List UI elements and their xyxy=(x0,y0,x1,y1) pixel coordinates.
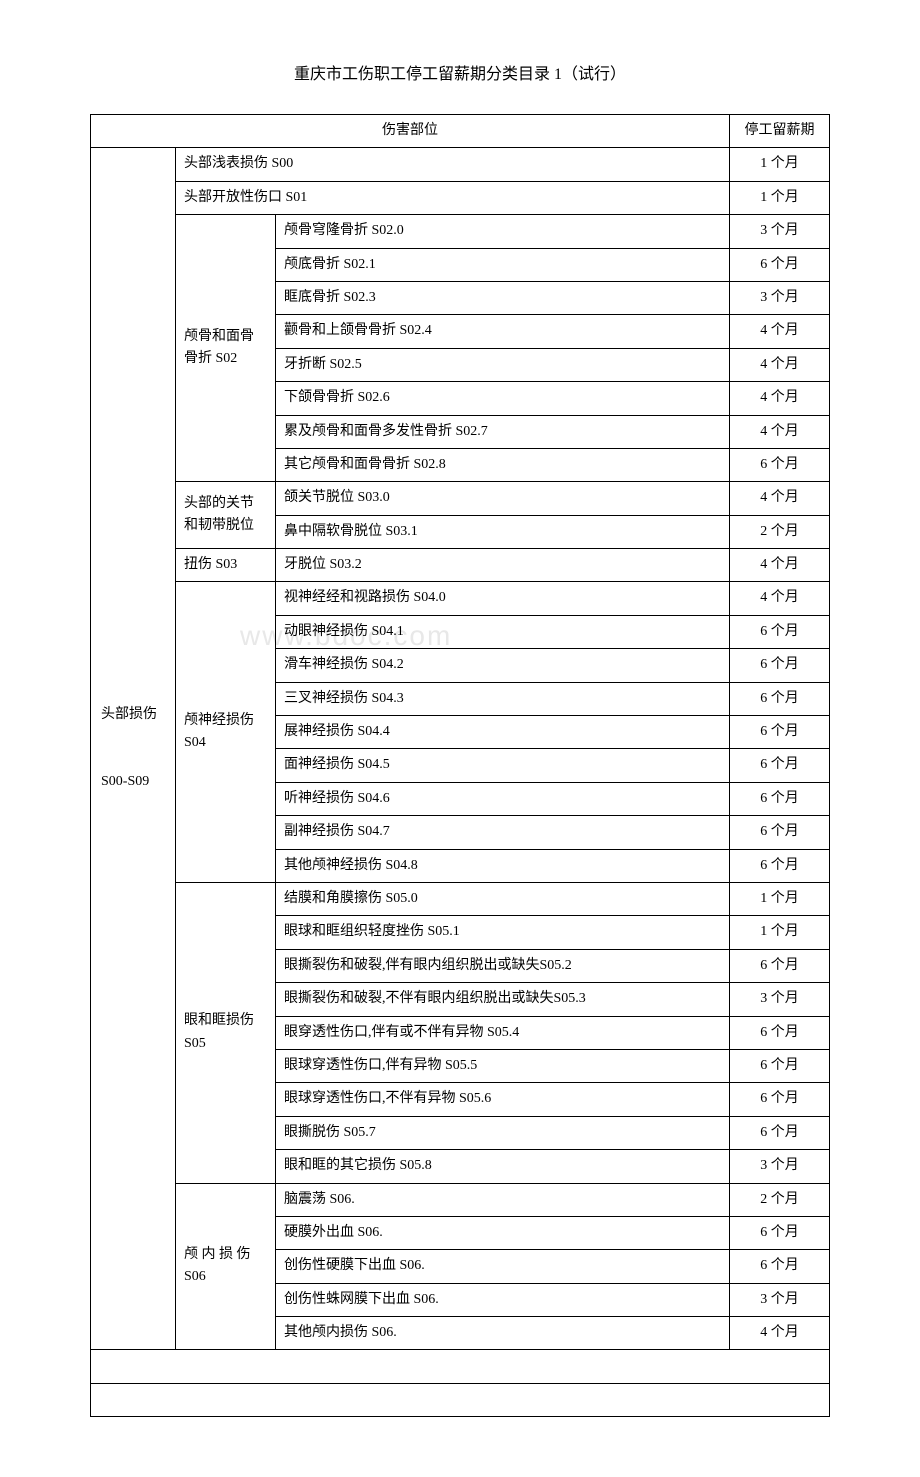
table-row: 颅 内 损 伤S06脑震荡 S06.2 个月 xyxy=(91,1183,830,1216)
duration-value: 6 个月 xyxy=(730,949,830,982)
duration-value: 6 个月 xyxy=(730,1216,830,1249)
duration-value: 6 个月 xyxy=(730,749,830,782)
duration-value: 6 个月 xyxy=(730,716,830,749)
injury-description: 颅底骨折 S02.1 xyxy=(276,248,730,281)
duration-value: 4 个月 xyxy=(730,315,830,348)
duration-value: 4 个月 xyxy=(730,1317,830,1350)
duration-value: 6 个月 xyxy=(730,248,830,281)
duration-value: 1 个月 xyxy=(730,882,830,915)
injury-description: 眼球和眶组织轻度挫伤 S05.1 xyxy=(276,916,730,949)
header-injury-part: 伤害部位 xyxy=(91,115,730,148)
duration-value: 3 个月 xyxy=(730,215,830,248)
duration-value: 4 个月 xyxy=(730,549,830,582)
subcategory: 颅 内 损 伤S06 xyxy=(176,1183,276,1350)
subcategory: 眼和眶损伤S05 xyxy=(176,882,276,1183)
duration-value: 4 个月 xyxy=(730,582,830,615)
duration-value: 1 个月 xyxy=(730,148,830,181)
duration-value: 4 个月 xyxy=(730,382,830,415)
injury-description: 牙折断 S02.5 xyxy=(276,348,730,381)
duration-value: 6 个月 xyxy=(730,1116,830,1149)
table-row: 头部损伤S00-S09头部浅表损伤 S001 个月 xyxy=(91,148,830,181)
empty-row xyxy=(91,1383,830,1416)
injury-description: 动眼神经损伤 S04.1 xyxy=(276,615,730,648)
injury-description: 眼穿透性伤口,伴有或不伴有异物 S05.4 xyxy=(276,1016,730,1049)
injury-description: 眼撕脱伤 S05.7 xyxy=(276,1116,730,1149)
injury-description: 视神经经和视路损伤 S04.0 xyxy=(276,582,730,615)
duration-value: 6 个月 xyxy=(730,1083,830,1116)
injury-description: 眼球穿透性伤口,伴有异物 S05.5 xyxy=(276,1049,730,1082)
injury-classification-table: 伤害部位 停工留薪期 头部损伤S00-S09头部浅表损伤 S001 个月头部开放… xyxy=(90,114,830,1417)
injury-description: 硬膜外出血 S06. xyxy=(276,1216,730,1249)
table-row: 颅骨和面骨骨折 S02颅骨穹隆骨折 S02.03 个月 xyxy=(91,215,830,248)
duration-value: 6 个月 xyxy=(730,1250,830,1283)
table-row: 头部的关节和韧带脱位颌关节脱位 S03.04 个月 xyxy=(91,482,830,515)
injury-description: 创伤性蛛网膜下出血 S06. xyxy=(276,1283,730,1316)
injury-description: 眼球穿透性伤口,不伴有异物 S05.6 xyxy=(276,1083,730,1116)
injury-description: 头部开放性伤口 S01 xyxy=(176,181,730,214)
injury-description: 脑震荡 S06. xyxy=(276,1183,730,1216)
injury-description: 副神经损伤 S04.7 xyxy=(276,816,730,849)
duration-value: 6 个月 xyxy=(730,816,830,849)
injury-description: 三叉神经损伤 S04.3 xyxy=(276,682,730,715)
table-row: 颅神经损伤S04视神经经和视路损伤 S04.04 个月 xyxy=(91,582,830,615)
subcategory: 颅骨和面骨骨折 S02 xyxy=(176,215,276,482)
duration-value: 3 个月 xyxy=(730,281,830,314)
injury-description: 眼撕裂伤和破裂,不伴有眼内组织脱出或缺失S05.3 xyxy=(276,983,730,1016)
header-duration: 停工留薪期 xyxy=(730,115,830,148)
subcategory: 颅神经损伤S04 xyxy=(176,582,276,883)
duration-value: 6 个月 xyxy=(730,782,830,815)
duration-value: 1 个月 xyxy=(730,916,830,949)
duration-value: 4 个月 xyxy=(730,415,830,448)
duration-value: 2 个月 xyxy=(730,1183,830,1216)
document-title: 重庆市工伤职工停工留薪期分类目录 1（试行） xyxy=(90,60,830,84)
duration-value: 6 个月 xyxy=(730,1016,830,1049)
injury-description: 累及颅骨和面骨多发性骨折 S02.7 xyxy=(276,415,730,448)
duration-value: 1 个月 xyxy=(730,181,830,214)
duration-value: 6 个月 xyxy=(730,448,830,481)
injury-description: 展神经损伤 S04.4 xyxy=(276,716,730,749)
table-header-row: 伤害部位 停工留薪期 xyxy=(91,115,830,148)
duration-value: 4 个月 xyxy=(730,348,830,381)
injury-description: 创伤性硬膜下出血 S06. xyxy=(276,1250,730,1283)
injury-description: 其他颅神经损伤 S04.8 xyxy=(276,849,730,882)
duration-value: 6 个月 xyxy=(730,649,830,682)
injury-description: 颧骨和上颌骨骨折 S02.4 xyxy=(276,315,730,348)
injury-description: 眼撕裂伤和破裂,伴有眼内组织脱出或缺失S05.2 xyxy=(276,949,730,982)
injury-description: 面神经损伤 S04.5 xyxy=(276,749,730,782)
duration-value: 6 个月 xyxy=(730,615,830,648)
duration-value: 2 个月 xyxy=(730,515,830,548)
injury-description: 颌关节脱位 S03.0 xyxy=(276,482,730,515)
duration-value: 3 个月 xyxy=(730,1283,830,1316)
injury-description: 其他颅内损伤 S06. xyxy=(276,1317,730,1350)
table-row: 眼和眶损伤S05结膜和角膜擦伤 S05.01 个月 xyxy=(91,882,830,915)
injury-description: 滑车神经损伤 S04.2 xyxy=(276,649,730,682)
injury-description: 结膜和角膜擦伤 S05.0 xyxy=(276,882,730,915)
injury-description: 眶底骨折 S02.3 xyxy=(276,281,730,314)
injury-description: 听神经损伤 S04.6 xyxy=(276,782,730,815)
injury-description: 其它颅骨和面骨骨折 S02.8 xyxy=(276,448,730,481)
injury-description: 鼻中隔软骨脱位 S03.1 xyxy=(276,515,730,548)
injury-description: 颅骨穹隆骨折 S02.0 xyxy=(276,215,730,248)
table-row: 扭伤 S03牙脱位 S03.24 个月 xyxy=(91,549,830,582)
subcategory: 扭伤 S03 xyxy=(176,549,276,582)
duration-value: 3 个月 xyxy=(730,983,830,1016)
duration-value: 6 个月 xyxy=(730,682,830,715)
category-main: 头部损伤S00-S09 xyxy=(91,148,176,1350)
duration-value: 6 个月 xyxy=(730,849,830,882)
injury-description: 牙脱位 S03.2 xyxy=(276,549,730,582)
table-row: 头部开放性伤口 S011 个月 xyxy=(91,181,830,214)
injury-description: 头部浅表损伤 S00 xyxy=(176,148,730,181)
injury-description: 眼和眶的其它损伤 S05.8 xyxy=(276,1150,730,1183)
empty-row xyxy=(91,1350,830,1383)
duration-value: 6 个月 xyxy=(730,1049,830,1082)
injury-description: 下颌骨骨折 S02.6 xyxy=(276,382,730,415)
duration-value: 3 个月 xyxy=(730,1150,830,1183)
subcategory: 头部的关节和韧带脱位 xyxy=(176,482,276,549)
duration-value: 4 个月 xyxy=(730,482,830,515)
